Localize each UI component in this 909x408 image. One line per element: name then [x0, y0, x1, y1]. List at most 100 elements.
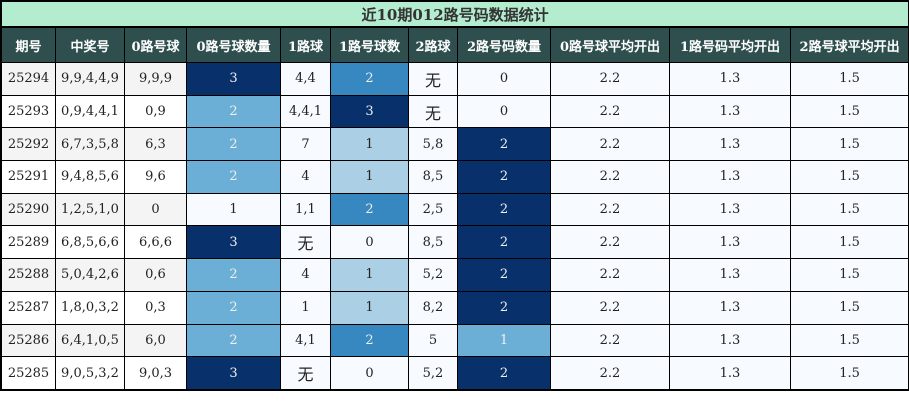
column-header[interactable]: 0路号球数量: [186, 26, 281, 63]
cell-a0: 2.2: [550, 62, 670, 96]
column-header[interactable]: 1路球: [280, 26, 331, 63]
cell-c0: 2: [186, 258, 281, 292]
cell-c1: 3: [330, 94, 409, 129]
cell-r0: 9,9,9: [124, 62, 187, 96]
cell-a0: 2.2: [550, 290, 670, 325]
cell-a2: 1.5: [789, 356, 909, 390]
cell-c1: 1: [330, 127, 409, 162]
cell-c0: 2: [186, 160, 281, 194]
cell-draw: 6,8,5,6,6: [55, 225, 125, 260]
cell-r0: 0,9: [124, 94, 187, 129]
cell-c0: 2: [186, 127, 281, 162]
table-row: 25289 6,8,5,6,6 6,6,6 3 无 0 8,5 2 2.2 1.3 1.5: [1, 225, 909, 260]
table-row: 25292 6,7,3,5,8 6,3 2 7 1 5,8 2 2.2 1.3 1.5: [1, 127, 909, 162]
cell-r1: 1: [280, 290, 331, 325]
cell-r1: 7: [280, 127, 331, 162]
cell-r2: 2,5: [408, 192, 458, 227]
table-row: 25287 1,8,0,3,2 0,3 2 1 1 8,2 2 2.2 1.3 1.5: [1, 290, 909, 325]
cell-c2: 0: [457, 94, 551, 129]
cell-a2: 1.5: [789, 323, 909, 358]
cell-c0: 3: [186, 225, 281, 260]
cell-r1: 4,4: [280, 62, 331, 96]
cell-issue: 25288: [1, 258, 56, 292]
cell-c0: 2: [186, 323, 281, 358]
column-header[interactable]: 0路号球平均开出: [550, 26, 670, 63]
cell-r1: 无: [280, 225, 331, 260]
cell-a1: 1.3: [669, 160, 791, 194]
cell-issue: 25287: [1, 290, 56, 325]
cell-c1: 2: [330, 323, 409, 358]
cell-c1: 2: [330, 192, 409, 227]
column-header[interactable]: 0路号球: [124, 26, 187, 63]
cell-r2: 无: [408, 62, 458, 96]
cell-draw: 6,7,3,5,8: [55, 127, 125, 162]
cell-r0: 0,6: [124, 258, 187, 292]
table-row: 25286 6,4,1,0,5 6,0 2 4,1 2 5 1 2.2 1.3 1.5: [1, 323, 909, 358]
cell-r1: 4,4,1: [280, 94, 331, 129]
cell-c1: 1: [330, 258, 409, 292]
cell-r0: 6,6,6: [124, 225, 187, 260]
column-header[interactable]: 2路号码数量: [457, 26, 551, 63]
cell-issue: 25293: [1, 94, 56, 129]
cell-c0: 2: [186, 290, 281, 325]
cell-draw: 6,4,1,0,5: [55, 323, 125, 358]
cell-issue: 25289: [1, 225, 56, 260]
cell-c2: 1: [457, 323, 551, 358]
cell-a1: 1.3: [669, 127, 791, 162]
column-header[interactable]: 期号: [1, 26, 56, 63]
cell-c0: 3: [186, 62, 281, 96]
cell-a1: 1.3: [669, 94, 791, 129]
cell-draw: 0,9,4,4,1: [55, 94, 125, 129]
cell-r2: 5,8: [408, 127, 458, 162]
cell-a0: 2.2: [550, 94, 670, 129]
cell-draw: 5,0,4,2,6: [55, 258, 125, 292]
cell-r2: 8,5: [408, 160, 458, 194]
cell-issue: 25285: [1, 356, 56, 390]
cell-r1: 4,1: [280, 323, 331, 358]
table-row: 25291 9,4,8,5,6 9,6 2 4 1 8,5 2 2.2 1.3 1.5: [1, 160, 909, 194]
cell-c2: 2: [457, 160, 551, 194]
cell-r2: 8,2: [408, 290, 458, 325]
cell-a2: 1.5: [789, 225, 909, 260]
cell-r1: 4: [280, 258, 331, 292]
cell-draw: 1,8,0,3,2: [55, 290, 125, 325]
cell-a2: 1.5: [789, 127, 909, 162]
cell-draw: 1,2,5,1,0: [55, 192, 125, 227]
column-header[interactable]: 2路号球平均开出: [789, 26, 909, 63]
cell-r1: 1,1: [280, 192, 331, 227]
cell-a0: 2.2: [550, 356, 670, 390]
cell-c1: 1: [330, 160, 409, 194]
cell-c2: 2: [457, 356, 551, 390]
cell-draw: 9,0,5,3,2: [55, 356, 125, 390]
cell-c2: 2: [457, 258, 551, 292]
column-header[interactable]: 2路球: [408, 26, 458, 63]
cell-r0: 0,3: [124, 290, 187, 325]
cell-r0: 6,3: [124, 127, 187, 162]
cell-a1: 1.3: [669, 290, 791, 325]
cell-a2: 1.5: [789, 290, 909, 325]
cell-draw: 9,4,8,5,6: [55, 160, 125, 194]
cell-issue: 25290: [1, 192, 56, 227]
cell-a1: 1.3: [669, 258, 791, 292]
cell-r1: 4: [280, 160, 331, 194]
table-row: 25288 5,0,4,2,6 0,6 2 4 1 5,2 2 2.2 1.3 1.5: [1, 258, 909, 292]
cell-c1: 0: [330, 225, 409, 260]
column-header[interactable]: 1路号码平均开出: [669, 26, 791, 63]
column-header[interactable]: 中奖号: [55, 26, 125, 63]
cell-r2: 5: [408, 323, 458, 358]
table-row: 25285 9,0,5,3,2 9,0,3 3 无 0 5,2 2 2.2 1.3 1.5: [1, 356, 909, 390]
cell-a0: 2.2: [550, 225, 670, 260]
cell-a1: 1.3: [669, 192, 791, 227]
cell-issue: 25294: [1, 62, 56, 96]
cell-r0: 6,0: [124, 323, 187, 358]
cell-c1: 1: [330, 290, 409, 325]
cell-issue: 25291: [1, 160, 56, 194]
column-header[interactable]: 1路号球数: [330, 26, 409, 63]
cell-r2: 8,5: [408, 225, 458, 260]
cell-r0: 0: [124, 192, 187, 227]
cell-r0: 9,6: [124, 160, 187, 194]
cell-issue: 25292: [1, 127, 56, 162]
cell-a2: 1.5: [789, 62, 909, 96]
cell-a0: 2.2: [550, 127, 670, 162]
cell-issue: 25286: [1, 323, 56, 358]
